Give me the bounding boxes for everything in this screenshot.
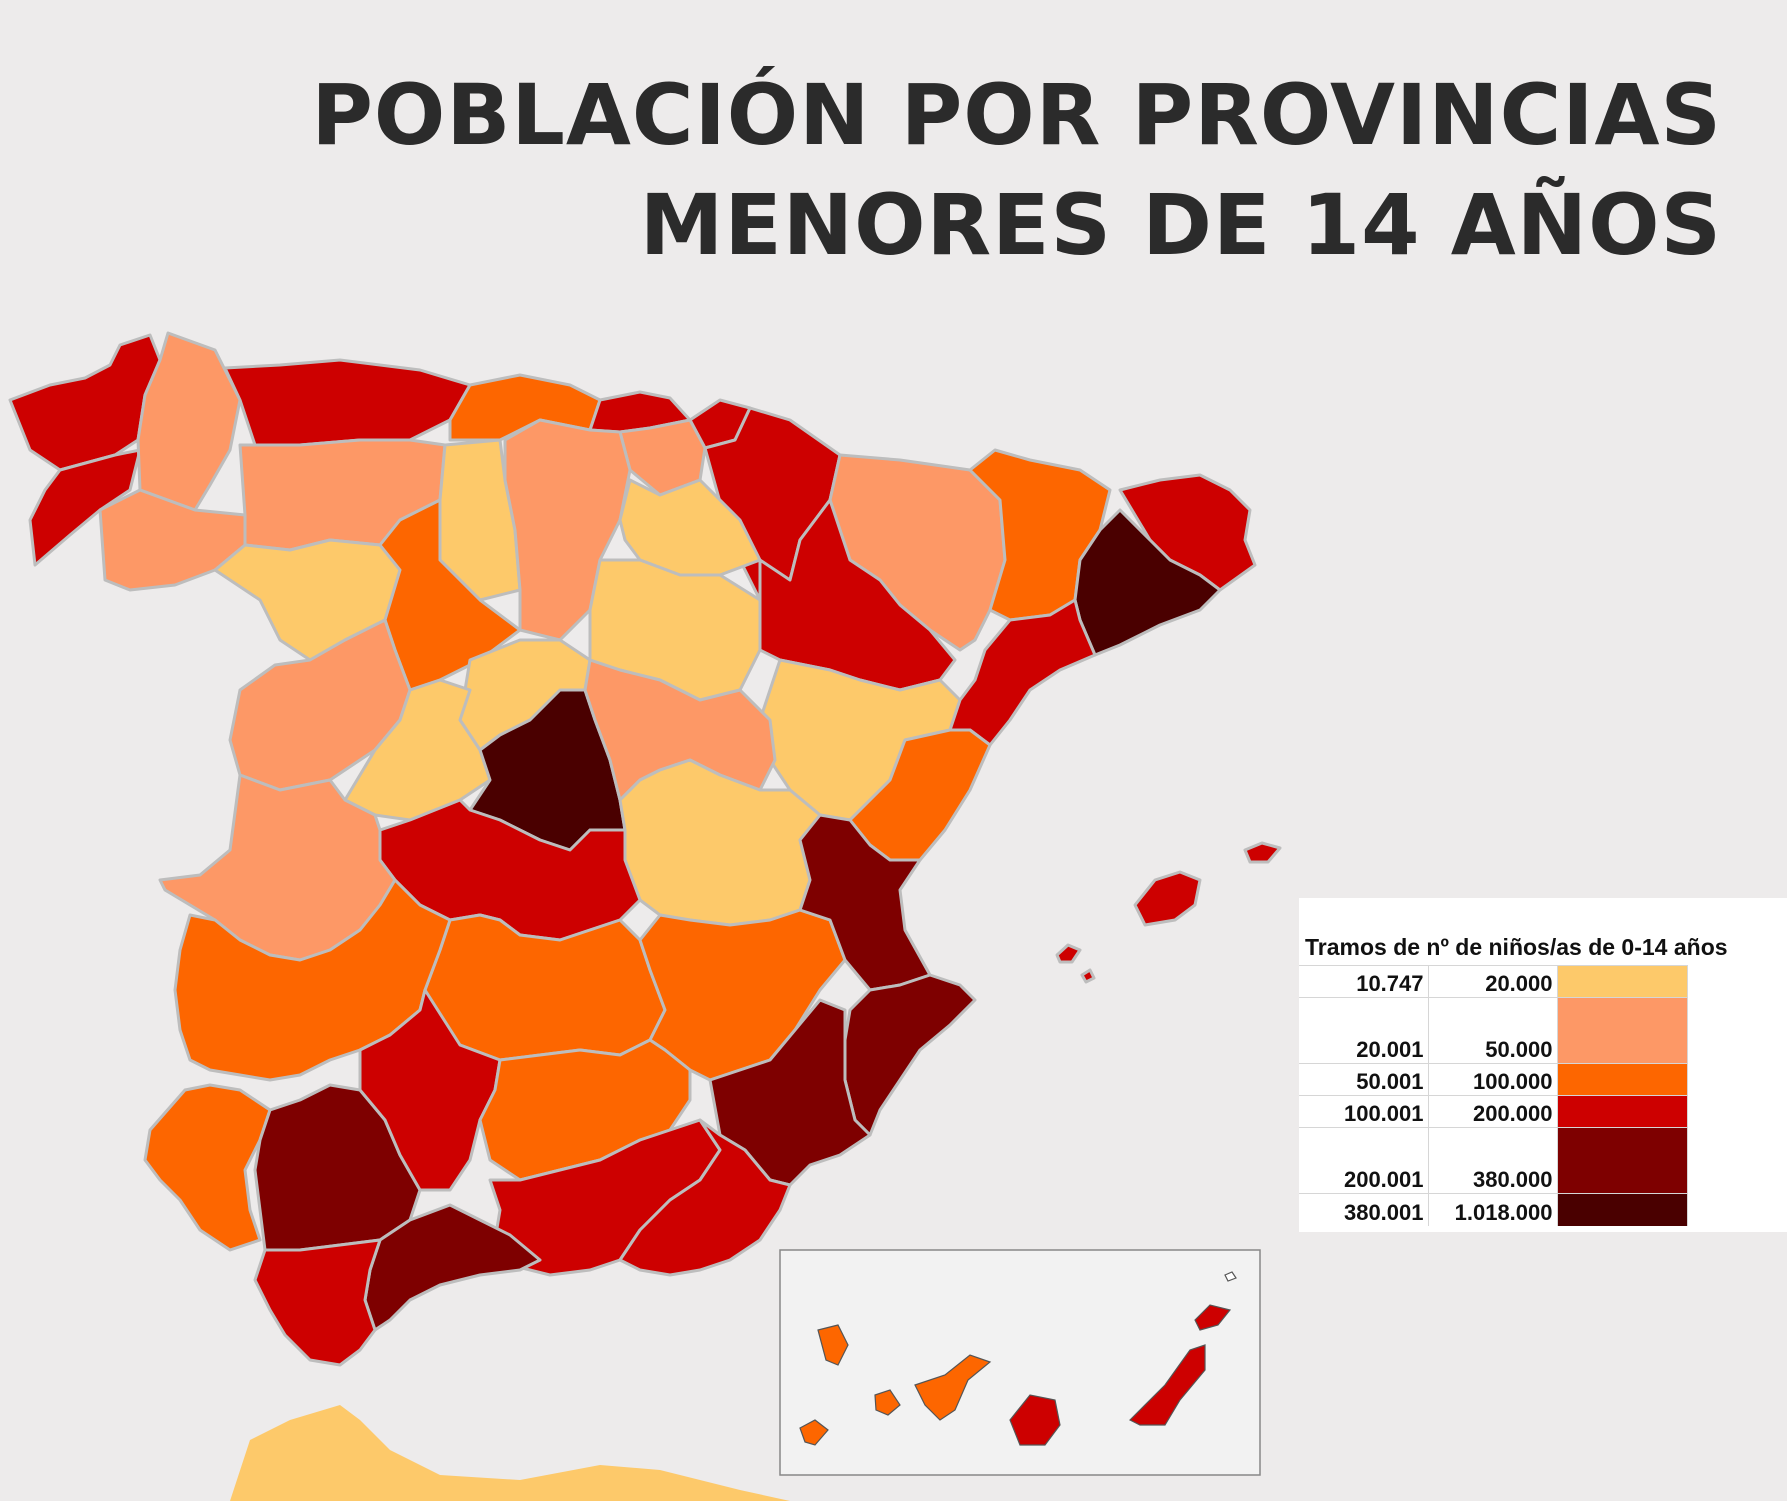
legend-row-5: 200.001 380.000 [1299,1127,1688,1194]
island-mallorca [1133,870,1202,927]
map-title: POBLACIÓN POR PROVINCIAS MENORES DE 14 A… [311,60,1722,280]
legend-title: Tramos de nº de niños/as de 0-14 años [1305,934,1728,960]
legend-row-1: 10.747 20.000 [1299,965,1688,998]
legend-swatch [1557,1095,1688,1128]
island-la-palma [817,1324,849,1366]
legend-swatch [1557,965,1688,998]
province-barcelona [1073,508,1222,657]
legend-from: 50.001 [1299,1063,1429,1096]
island-tenerife [914,1354,992,1421]
legend-to: 380.000 [1428,1127,1558,1194]
title-line-2: MENORES DE 14 AÑOS [639,176,1722,274]
legend-to: 1.018.000 [1428,1193,1558,1226]
island-menorca [1243,841,1282,864]
legend-from: 100.001 [1299,1095,1429,1128]
legend-row-4: 100.001 200.000 [1299,1095,1688,1128]
legend-swatch [1557,1193,1688,1226]
province-araba [618,418,707,497]
island-la-graciosa [1224,1271,1237,1282]
legend-to: 100.000 [1428,1063,1558,1096]
province-murcia [708,998,872,1187]
island-la-gomera [874,1389,901,1416]
island-ibiza [1055,943,1082,964]
legend-from: 200.001 [1299,1127,1429,1194]
province-pontevedra [28,448,142,567]
legend-row-2: 20.001 50.000 [1299,997,1688,1064]
province-ciudad-real [423,913,667,1062]
legend-swatch [1557,1127,1688,1194]
legend-from: 380.001 [1299,1193,1429,1226]
legend-to: 200.000 [1428,1095,1558,1128]
legend-from: 20.001 [1299,997,1429,1064]
africa-coast [230,1405,790,1501]
title-line-1: POBLACIÓN POR PROVINCIAS [311,66,1722,164]
province-alicante [843,973,977,1137]
legend-to: 50.000 [1428,997,1558,1064]
island-lanzarote [1194,1304,1232,1331]
province-asturias [223,358,472,447]
province-cadiz [253,1238,382,1367]
island-el-hierro [799,1419,829,1446]
island-gran-canaria [1009,1394,1061,1446]
legend-to: 20.000 [1428,965,1558,998]
province-tarragona [948,598,1097,747]
island-fuerteventura [1128,1344,1206,1426]
legend-swatch [1557,1063,1688,1096]
legend-swatch [1557,997,1688,1064]
legend-table: 10.747 20.000 20.001 50.000 50.001 100.0… [1299,965,1688,1226]
legend-from: 10.747 [1299,965,1429,998]
island-formentera [1080,968,1096,984]
province-zaragoza [758,498,957,692]
legend-row-3: 50.001 100.000 [1299,1063,1688,1096]
province-huelva [143,1083,272,1252]
province-almeria [618,1118,792,1277]
legend-row-6: 380.001 1.018.000 [1299,1193,1688,1226]
legend: Tramos de nº de niños/as de 0-14 años 10… [1299,898,1787,1232]
